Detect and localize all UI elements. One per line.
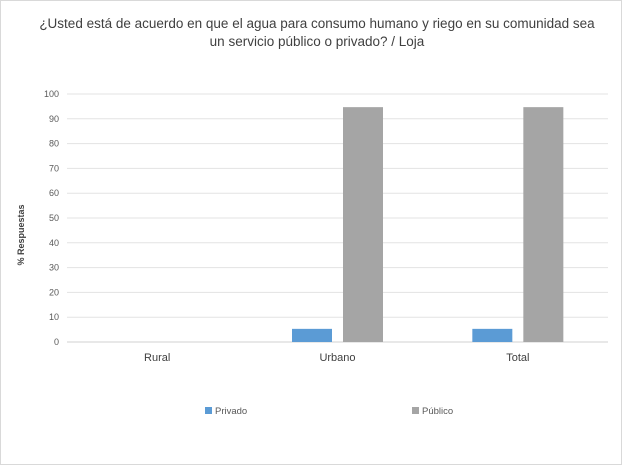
x-category-label: Rural [144, 352, 170, 364]
y-tick-label: 10 [49, 312, 59, 322]
y-tick-label: 70 [49, 163, 59, 173]
legend-swatch [205, 407, 212, 414]
chart-title-line-2: un servicio público o privado? / Loja [210, 34, 425, 49]
legend: Privado Público [205, 406, 453, 417]
y-tick-label: 30 [49, 263, 59, 273]
y-axis-label: % Respuestas [16, 204, 26, 265]
y-tick-label: 90 [49, 114, 59, 124]
chart-title-line-1: ¿Usted está de acuerdo en que el agua pa… [39, 16, 595, 31]
bar-público-total [523, 107, 564, 342]
bar-privado-total [472, 328, 513, 342]
legend-swatch [412, 407, 419, 414]
bars [292, 107, 564, 342]
x-category-label: Urbano [319, 352, 355, 364]
y-tick-label: 0 [54, 337, 59, 347]
x-axis-categories: Rural Urbano Total [144, 352, 529, 364]
legend-label: Público [422, 406, 453, 417]
y-tick-label: 50 [49, 213, 59, 223]
y-tick-label: 80 [49, 139, 59, 149]
y-tick-label: 40 [49, 238, 59, 248]
bar-público-urbano [343, 107, 383, 342]
y-tick-label: 20 [49, 287, 59, 297]
x-category-label: Total [506, 352, 529, 364]
gridlines [67, 93, 608, 343]
legend-label: Privado [215, 406, 247, 417]
y-tick-label: 100 [44, 89, 59, 99]
y-tick-label: 60 [49, 188, 59, 198]
bar-privado-urbano [292, 328, 332, 342]
y-axis-ticks: 0 10 20 30 40 50 60 70 80 90 100 [44, 89, 59, 347]
